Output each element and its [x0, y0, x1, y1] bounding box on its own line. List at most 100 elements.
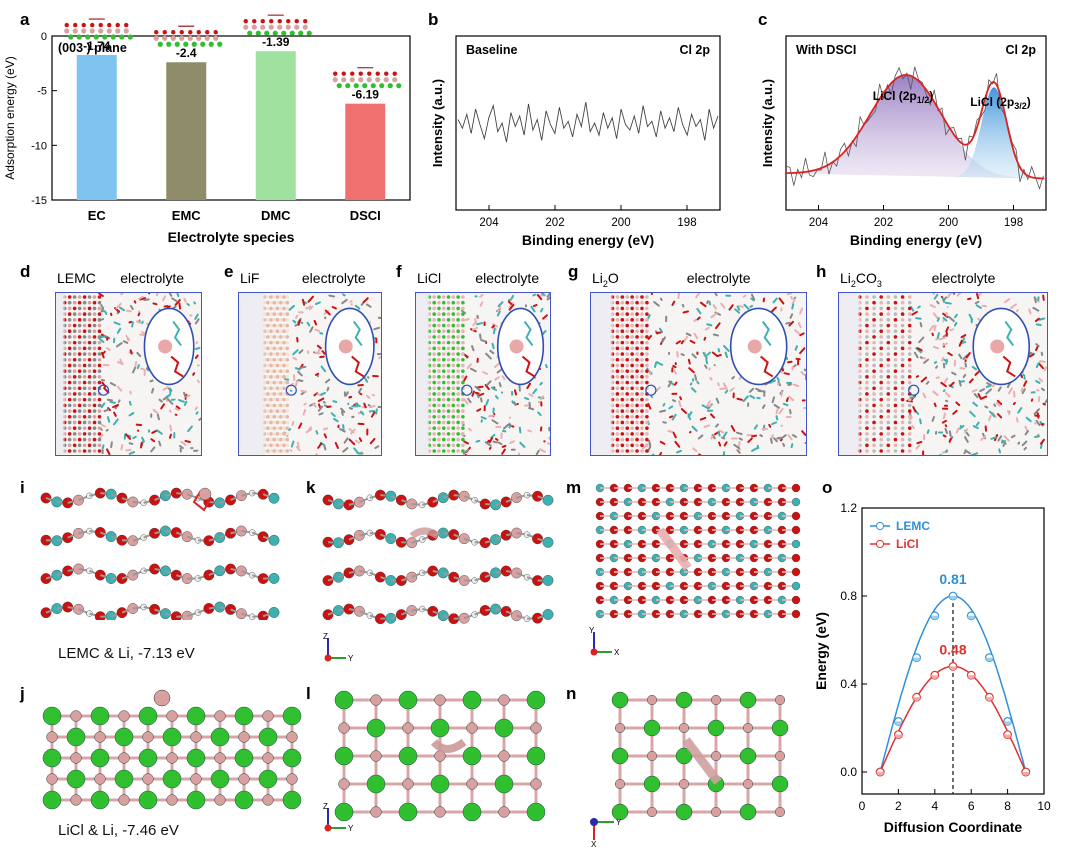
axis-label: X	[591, 840, 597, 848]
electrolyte-molecule	[167, 398, 174, 405]
slab-atom	[615, 426, 620, 430]
li-atom	[466, 722, 478, 734]
slab-atom	[285, 335, 290, 339]
li-atom	[332, 77, 338, 83]
slab-atom	[907, 369, 912, 373]
sim-phase-name: O	[607, 270, 619, 286]
slab-atom	[82, 329, 87, 334]
electrolyte-molecule	[679, 396, 683, 401]
slab-atom	[278, 357, 283, 362]
slab-atom	[645, 295, 649, 299]
slab-atom	[865, 414, 869, 419]
electrolyte-molecule	[328, 294, 336, 298]
slab-atom	[645, 369, 649, 373]
slab-atom	[437, 414, 441, 419]
slab-atom	[456, 295, 460, 299]
slab-atom	[272, 323, 277, 328]
slab-atom	[77, 426, 82, 430]
slab-atom	[72, 363, 77, 368]
slab-atom	[437, 392, 441, 396]
slab-atom	[437, 352, 441, 356]
electrolyte-molecule	[709, 376, 713, 381]
electrolyte-molecule	[530, 305, 536, 313]
x-tick-label: 2	[895, 799, 902, 813]
slab-atom	[640, 443, 644, 448]
electrolyte-molecule	[1028, 353, 1035, 358]
slab-atom	[872, 363, 876, 368]
electrolyte-molecule	[1044, 398, 1047, 404]
cl-atom	[255, 30, 261, 36]
slab-atom	[441, 409, 446, 413]
electrolyte-molecule	[800, 370, 806, 376]
slab-atom	[266, 380, 270, 385]
li-atom	[214, 752, 226, 764]
slab-atom	[278, 403, 283, 408]
electrolyte-molecule	[943, 377, 949, 384]
slab-atom	[437, 432, 441, 436]
cl-atom	[217, 41, 223, 47]
electrolyte-molecule	[947, 315, 955, 323]
slab-atom	[92, 426, 97, 430]
x-axis-label: Electrolyte species	[168, 229, 295, 245]
slab-atom	[275, 318, 280, 322]
slab-atom	[630, 329, 634, 334]
electrolyte-molecule	[299, 365, 307, 369]
atom	[542, 609, 554, 620]
electrolyte-molecule	[668, 415, 674, 419]
slab-atom	[865, 409, 869, 413]
electrolyte-molecule	[722, 382, 728, 390]
electrolyte-molecule	[954, 313, 958, 319]
slab-atom	[72, 397, 77, 402]
electrolyte-molecule	[100, 306, 105, 313]
slab-atom	[437, 335, 441, 339]
electrolyte-molecule	[1017, 407, 1023, 414]
electrolyte-molecule	[1023, 380, 1028, 387]
sim-electrolyte-label: electrolyte	[301, 270, 366, 286]
cl-atom	[186, 748, 206, 768]
slab-atom	[900, 403, 905, 408]
slab-atom	[272, 306, 277, 311]
slab-atom	[67, 420, 72, 425]
electrolyte-molecule	[149, 379, 154, 383]
electrolyte-molecule	[194, 354, 199, 359]
plane-label: (003 ) plane	[58, 41, 127, 55]
electrolyte-molecule	[378, 356, 381, 360]
slab-atom	[278, 409, 283, 413]
slab-atom	[620, 346, 625, 351]
slab-atom	[432, 392, 436, 396]
slab-atom	[630, 432, 634, 436]
slab-atom	[615, 318, 620, 322]
slab-atom	[92, 329, 97, 334]
slab-atom	[87, 420, 92, 425]
electrolyte-molecule	[735, 431, 743, 436]
electrolyte-molecule	[125, 433, 132, 440]
electrolyte-molecule	[528, 393, 534, 397]
slab-atom	[893, 420, 898, 425]
electrolyte-molecule	[995, 401, 1001, 407]
electrolyte-molecule	[944, 392, 951, 398]
electrolyte-molecule	[799, 347, 806, 355]
o-atom	[294, 18, 299, 24]
slab-atom	[441, 386, 446, 391]
slab-atom	[630, 420, 634, 425]
electrolyte-molecule	[132, 366, 137, 374]
slab-atom	[900, 357, 905, 362]
li-atom	[366, 77, 372, 83]
electrolyte-molecule	[359, 410, 365, 416]
electrolyte-molecule	[919, 321, 923, 328]
atom	[374, 529, 386, 540]
slab-atom	[615, 369, 620, 373]
cl-atom	[186, 706, 206, 726]
slab-atom	[620, 306, 625, 311]
slab-atom	[630, 426, 634, 430]
slab-atom	[461, 397, 465, 402]
slab-atom	[893, 369, 898, 373]
electrolyte-molecule	[769, 437, 773, 444]
slab-atom	[77, 323, 82, 328]
atom	[791, 581, 801, 591]
electrolyte-molecule	[908, 416, 913, 421]
electrolyte-molecule	[932, 312, 939, 320]
slab-atom	[275, 340, 280, 345]
li-atom	[72, 28, 78, 34]
slab-atom	[82, 397, 87, 402]
